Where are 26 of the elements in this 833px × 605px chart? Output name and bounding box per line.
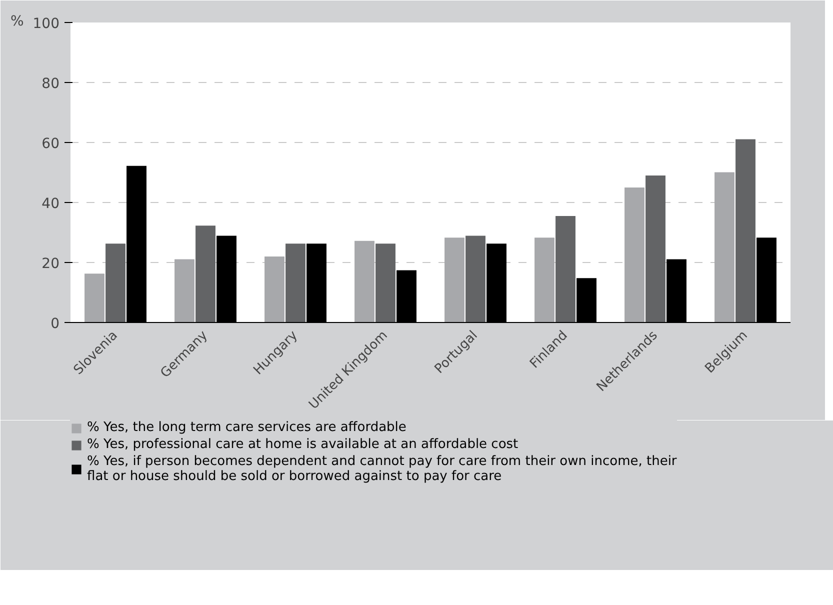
bar bbox=[106, 244, 126, 322]
bar bbox=[466, 236, 486, 322]
bar bbox=[646, 176, 666, 322]
legend-label: % Yes, professional care at home is available at an affordable cost bbox=[87, 437, 518, 452]
bar bbox=[286, 244, 306, 322]
bar bbox=[714, 172, 734, 322]
bar bbox=[264, 256, 284, 322]
bar bbox=[196, 226, 216, 322]
bar bbox=[736, 139, 756, 322]
y-tick-label: 40 bbox=[42, 196, 60, 212]
bar bbox=[376, 244, 396, 322]
bar bbox=[534, 238, 554, 322]
bar bbox=[444, 238, 464, 322]
y-tick-label: 60 bbox=[42, 136, 60, 152]
y-tick-label: 100 bbox=[32, 16, 60, 32]
y-tick-label: 0 bbox=[50, 316, 60, 332]
legend-label: % Yes, the long term care services are affordable bbox=[87, 420, 406, 435]
bar bbox=[84, 274, 104, 322]
bar bbox=[354, 240, 374, 322]
legend-label: % Yes, if person becomes dependent and cannot pay for care from their own income, their flat or house should be sold or borrowed against to pay for care bbox=[87, 454, 677, 484]
bar bbox=[624, 188, 644, 322]
y-tick-label: 80 bbox=[42, 76, 60, 92]
bar bbox=[174, 259, 194, 322]
bar bbox=[556, 216, 576, 322]
y-axis-title: % bbox=[10, 14, 24, 30]
y-tick-label: 20 bbox=[42, 256, 60, 272]
